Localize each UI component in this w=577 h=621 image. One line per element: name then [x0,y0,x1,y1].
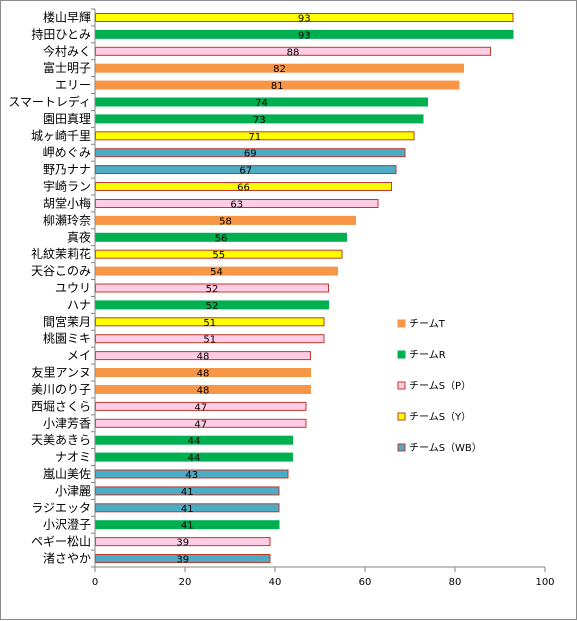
legend-label: チームT [409,318,446,330]
category-label: 園田真理 [43,112,91,126]
bar-value-label: 58 [219,216,232,227]
legend-swatch [397,350,406,359]
legend-label: チームS（Y） [409,411,471,423]
bar-value-label: 56 [215,233,228,244]
bar-value-label: 52 [206,301,219,312]
category-label: 美川のり子 [31,383,91,397]
bar-value-label: 71 [248,132,261,143]
category-label: 胡堂小梅 [43,196,91,211]
bar-value-label: 48 [197,352,210,363]
legend-swatch [397,443,406,452]
category-label: 小沢澄子 [43,517,91,532]
category-label: 友里アンヌ [31,366,91,380]
bar-value-label: 48 [197,386,210,397]
category-label: 間宮茉月 [43,314,91,329]
bar-value-label: 93 [298,30,311,41]
x-tick-label: 0 [92,577,98,588]
bar-value-label: 43 [185,470,198,481]
category-label: 宇崎ラン [43,180,91,194]
bar-value-label: 48 [197,369,210,380]
legend-label: チームS（P） [409,380,471,392]
category-label: ラジエッタ [31,501,91,515]
bar-value-label: 51 [203,318,216,329]
category-label: ナオミ [55,450,91,464]
legend-swatch [397,319,406,328]
category-label: 桃園ミキ [43,331,91,346]
category-label: 持田ひとみ [31,26,91,41]
bar-value-label: 39 [176,555,189,566]
bar-value-label: 39 [176,538,189,549]
category-label: ユウリ [55,281,91,295]
category-labels-layer: 楼山早輝持田ひとみ今村みく富士明子エリースマートレディ園田真理城ヶ崎千里岬めぐみ… [8,10,91,566]
bar-value-label: 47 [194,402,207,413]
legend-label: チームS（WB） [409,442,482,454]
category-label: エリー [55,78,91,92]
bar-value-label: 55 [212,250,225,261]
legend-swatch [397,412,406,421]
bar-value-label: 41 [181,504,194,515]
bar-value-label: 82 [273,64,286,75]
bar-value-label: 52 [206,284,219,295]
x-tick-label: 20 [179,577,192,588]
category-label: 嵐山美佐 [43,467,91,481]
category-label: 礼紋茉莉花 [31,246,91,261]
x-tick-label: 100 [535,577,554,588]
legend-label: チームR [409,349,446,361]
bar-value-label: 81 [271,81,284,92]
legend: チームT チームR チームS（P） チームS（Y） チームS（WB） [397,318,482,454]
category-label: ハナ [67,298,91,312]
x-tick-label: 60 [359,577,372,588]
bar-value-label: 41 [181,487,194,498]
bar-value-label: 93 [298,14,311,25]
bar-value-label: 63 [230,200,243,211]
category-label: メイ [67,349,91,363]
bar-value-label: 44 [188,453,201,464]
category-label: 岬めぐみ [43,146,91,160]
bar-value-label: 41 [181,521,194,532]
bar-value-label: 69 [244,149,257,160]
bar-value-label: 74 [255,98,268,109]
category-label: 小津芳香 [43,416,91,430]
category-label: 西堀さくら [31,398,91,413]
bar-value-label: 66 [237,183,250,194]
category-label: スマートレディ [8,94,91,109]
bar-value-label: 47 [194,419,207,430]
category-label: 野乃ナナ [43,163,91,177]
legend-swatch [397,381,406,390]
bar-value-label: 67 [239,166,252,177]
x-tick-label: 40 [269,577,282,588]
category-label: 富士明子 [43,60,91,75]
category-label: 天谷このみ [31,264,91,278]
category-label: 城ヶ崎千里 [31,129,91,143]
x-axis: 0 20 40 60 80 100 [91,8,555,588]
category-label: 真夜 [67,229,91,244]
x-tick-label: 80 [449,577,462,588]
category-label: 小津麗 [55,484,91,498]
bar-value-label: 51 [203,335,216,346]
bar-value-label: 88 [287,47,300,58]
bar-value-label: 44 [188,436,201,447]
category-label: 天美あきら [31,433,91,447]
category-label: 今村みく [43,43,91,58]
bar-value-label: 54 [210,267,223,278]
category-label: 渚さやか [43,552,91,566]
bar-value-label: 73 [253,115,266,126]
category-label: 楼山早輝 [43,10,91,25]
category-label: 柳瀬玲奈 [43,213,91,227]
category-label: ペギー松山 [31,535,91,549]
